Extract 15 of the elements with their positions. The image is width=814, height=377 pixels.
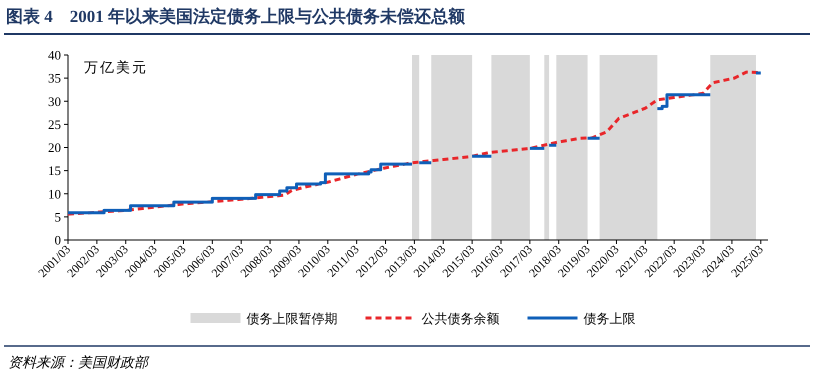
- y-tick-label: 10: [48, 186, 61, 202]
- legend-label: 债务上限暂停期: [246, 311, 338, 326]
- legend-label: 公共债务余额: [422, 311, 500, 326]
- ylabel: 万亿美元: [84, 61, 148, 76]
- y-tick-label: 20: [48, 140, 61, 155]
- annotation: 资料来源：美国财政部: [8, 356, 148, 371]
- y-tick-label: 35: [48, 70, 61, 86]
- y-tick-label: 0: [54, 232, 61, 248]
- y-tick-label: 40: [48, 48, 61, 62]
- y-tick-label: 25: [48, 116, 61, 132]
- y-tick-label: 30: [48, 94, 61, 109]
- legend-label: 债务上限: [584, 311, 636, 326]
- y-tick-label: 5: [54, 209, 61, 224]
- title: 图表 4 2001 年以来美国法定债务上限与公共债务未偿还总额: [6, 7, 465, 26]
- y-tick-label: 15: [48, 163, 61, 178]
